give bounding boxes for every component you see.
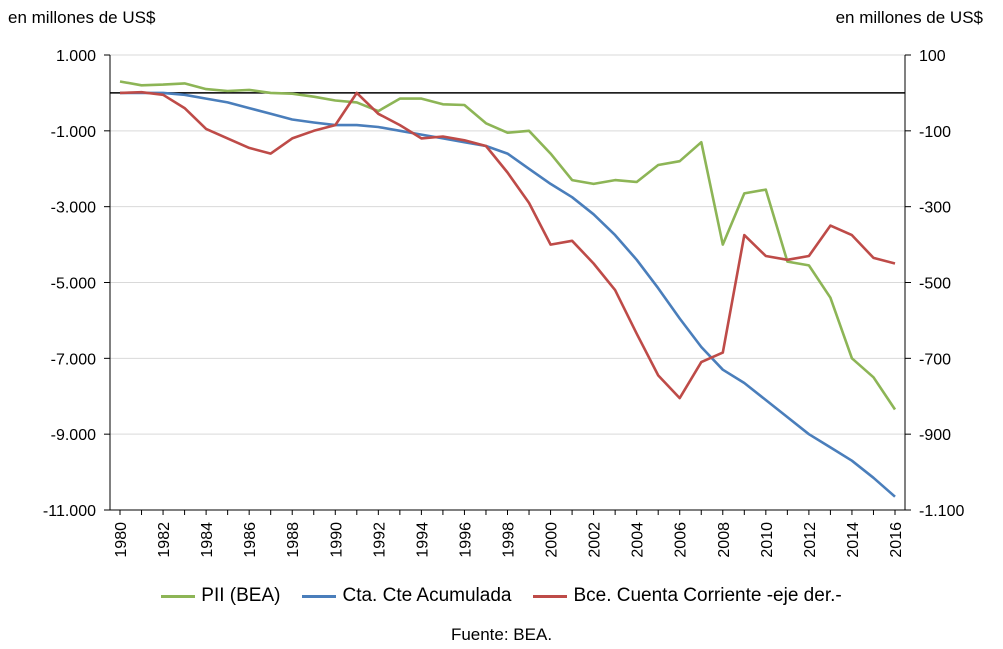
x-axis-tick-label: 1984	[199, 522, 216, 558]
legend-swatch-bce	[533, 594, 568, 598]
gridlines	[110, 54, 905, 511]
legend-swatch-cta-cte	[302, 594, 337, 598]
x-axis-tick-label: 2012	[802, 522, 819, 558]
legend-label-cta-cte: Cta. Cte Acumulada	[342, 585, 512, 606]
x-axis-tick-label: 2004	[630, 522, 647, 558]
x-axis-tick-label: 1982	[156, 522, 173, 558]
left-axis-tick-label: -5.000	[51, 276, 96, 293]
series-lines	[119, 80, 897, 498]
x-axis-tick-label: 2016	[888, 522, 905, 558]
line-chart: 1.000 -1.000 -3.000 -5.000 -7.000 -9.000 -11.0…	[43, 48, 965, 558]
right-axis-tick-label: -100	[919, 124, 951, 141]
right-axis-tick-label: -500	[919, 276, 951, 293]
legend-label-bce: Bce. Cuenta Corriente -eje der.-	[573, 585, 842, 606]
left-axis-unit-label: en millones de US$	[8, 8, 156, 27]
left-axis-tick-label: -7.000	[51, 351, 96, 368]
x-axis-tick-label: 1996	[457, 522, 474, 558]
tick-labels: 1.000 -1.000 -3.000 -5.000 -7.000 -9.000 -11.0…	[43, 48, 965, 558]
legend-item-pii: PII (BEA)	[161, 585, 280, 607]
x-axis-tick-label: 1990	[328, 522, 345, 558]
x-axis-tick-label: 1980	[113, 522, 130, 558]
axes	[104, 54, 911, 515]
x-axis-tick-label: 1988	[285, 522, 302, 558]
x-axis-tick-label: 2002	[587, 522, 604, 558]
series-line-1	[119, 80, 897, 411]
x-axis-tick-label: 1998	[501, 522, 518, 558]
x-axis-tick-label: 2010	[759, 522, 776, 558]
x-axis-tick-label: 2008	[716, 522, 733, 558]
series-line-2	[120, 91, 896, 498]
series-line-3	[119, 90, 896, 400]
x-axis-tick-label: 1986	[242, 522, 259, 558]
right-axis-tick-label: -700	[919, 351, 951, 368]
legend: PII (BEA) Cta. Cte Acumulada Bce. Cuenta…	[0, 585, 1003, 607]
legend-item-cta-cte-acumulada: Cta. Cte Acumulada	[302, 585, 511, 607]
right-axis-tick-label: -300	[919, 200, 951, 217]
x-axis-tick-label: 2014	[845, 522, 862, 558]
right-axis-tick-label: -1.100	[919, 503, 964, 520]
left-axis-tick-label: -11.000	[43, 503, 96, 520]
x-axis-tick-label: 1994	[414, 522, 431, 558]
right-axis-tick-label: 100	[919, 48, 946, 65]
left-axis-tick-label: 1.000	[56, 48, 96, 65]
x-axis-tick-label: 1992	[371, 522, 388, 558]
source-note: Fuente: BEA.	[450, 625, 553, 644]
legend-label-pii: PII (BEA)	[201, 585, 281, 606]
legend-item-bce-cuenta-corriente: Bce. Cuenta Corriente -eje der.-	[533, 585, 842, 607]
x-axis-tick-label: 2006	[673, 522, 690, 558]
left-axis-tick-label: -9.000	[51, 427, 96, 444]
right-axis-unit-label: en millones de US$	[835, 8, 983, 27]
x-axis-tick-label: 2000	[544, 522, 561, 558]
left-axis-tick-label: -1.000	[51, 124, 96, 141]
legend-swatch-pii	[161, 594, 196, 598]
right-axis-tick-label: -900	[919, 427, 951, 444]
left-axis-tick-label: -3.000	[51, 200, 96, 217]
